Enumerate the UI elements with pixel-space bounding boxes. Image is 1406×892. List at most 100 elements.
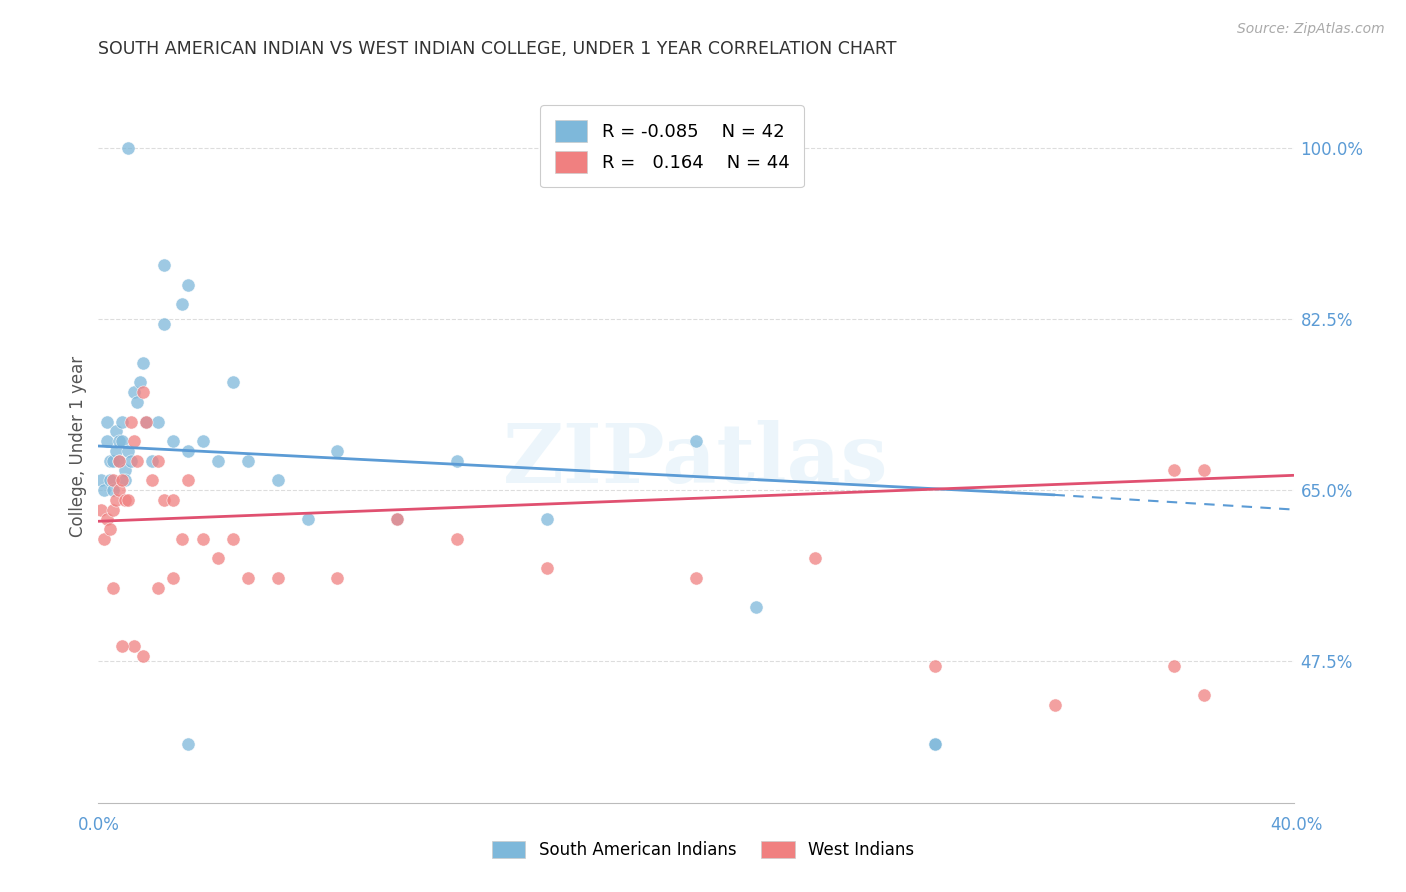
Point: [148, 453, 170, 467]
Legend: R = -0.085    N = 42, R =   0.164    N = 44: R = -0.085 N = 42, R = 0.164 N = 44: [540, 105, 804, 187]
Point: [177, 443, 200, 458]
Point: [96, 434, 118, 449]
Point: [111, 640, 134, 654]
Point: [745, 600, 768, 615]
Point: [267, 473, 290, 487]
Point: [117, 141, 139, 155]
Text: 40.0%: 40.0%: [1270, 816, 1323, 834]
Point: [100, 453, 122, 467]
Point: [924, 737, 946, 751]
Point: [222, 376, 245, 390]
Point: [924, 659, 946, 673]
Point: [162, 492, 184, 507]
Point: [105, 492, 128, 507]
Point: [153, 492, 176, 507]
Point: [685, 571, 707, 585]
Point: [326, 571, 349, 585]
Point: [124, 385, 146, 400]
Point: [236, 571, 259, 585]
Point: [207, 453, 229, 467]
Point: [114, 473, 136, 487]
Point: [124, 640, 146, 654]
Point: [153, 258, 176, 272]
Point: [108, 434, 131, 449]
Point: [177, 277, 200, 292]
Point: [141, 473, 163, 487]
Point: [924, 737, 946, 751]
Point: [120, 453, 142, 467]
Text: Source: ZipAtlas.com: Source: ZipAtlas.com: [1237, 22, 1385, 37]
Point: [141, 453, 163, 467]
Point: [120, 415, 142, 429]
Point: [326, 443, 349, 458]
Point: [114, 463, 136, 477]
Point: [148, 581, 170, 595]
Point: [127, 453, 149, 467]
Point: [100, 522, 122, 536]
Point: [129, 376, 152, 390]
Point: [297, 512, 319, 526]
Point: [236, 453, 259, 467]
Point: [536, 512, 558, 526]
Point: [162, 571, 184, 585]
Point: [93, 483, 115, 497]
Point: [127, 395, 149, 409]
Point: [191, 434, 214, 449]
Point: [117, 443, 139, 458]
Text: 0.0%: 0.0%: [77, 816, 120, 834]
Point: [385, 512, 409, 526]
Point: [446, 453, 468, 467]
Point: [162, 434, 184, 449]
Point: [135, 415, 157, 429]
Point: [385, 512, 409, 526]
Point: [111, 473, 134, 487]
Point: [100, 473, 122, 487]
Point: [96, 512, 118, 526]
Text: SOUTH AMERICAN INDIAN VS WEST INDIAN COLLEGE, UNDER 1 YEAR CORRELATION CHART: SOUTH AMERICAN INDIAN VS WEST INDIAN COL…: [98, 40, 897, 58]
Point: [103, 473, 125, 487]
Point: [108, 453, 131, 467]
Point: [685, 434, 707, 449]
Point: [90, 502, 112, 516]
Point: [103, 502, 125, 516]
Point: [117, 492, 139, 507]
Point: [111, 434, 134, 449]
Point: [93, 532, 115, 546]
Point: [108, 483, 131, 497]
Point: [105, 425, 128, 439]
Point: [148, 415, 170, 429]
Point: [124, 434, 146, 449]
Point: [103, 581, 125, 595]
Point: [446, 532, 468, 546]
Point: [191, 532, 214, 546]
Y-axis label: College, Under 1 year: College, Under 1 year: [69, 355, 87, 537]
Point: [172, 532, 194, 546]
Point: [804, 551, 827, 566]
Point: [222, 532, 245, 546]
Point: [177, 473, 200, 487]
Point: [177, 737, 200, 751]
Point: [1163, 463, 1185, 477]
Point: [90, 473, 112, 487]
Point: [207, 551, 229, 566]
Point: [1192, 688, 1215, 702]
Point: [132, 385, 155, 400]
Point: [103, 483, 125, 497]
Point: [267, 571, 290, 585]
Point: [132, 356, 155, 370]
Point: [536, 561, 558, 575]
Point: [103, 453, 125, 467]
Point: [96, 415, 118, 429]
Legend: South American Indians, West Indians: South American Indians, West Indians: [485, 834, 921, 866]
Text: ZIPatlas: ZIPatlas: [503, 420, 889, 500]
Point: [172, 297, 194, 311]
Point: [132, 649, 155, 664]
Point: [111, 415, 134, 429]
Point: [1192, 463, 1215, 477]
Point: [153, 317, 176, 331]
Point: [1163, 659, 1185, 673]
Point: [1043, 698, 1066, 712]
Point: [108, 453, 131, 467]
Point: [135, 415, 157, 429]
Point: [114, 492, 136, 507]
